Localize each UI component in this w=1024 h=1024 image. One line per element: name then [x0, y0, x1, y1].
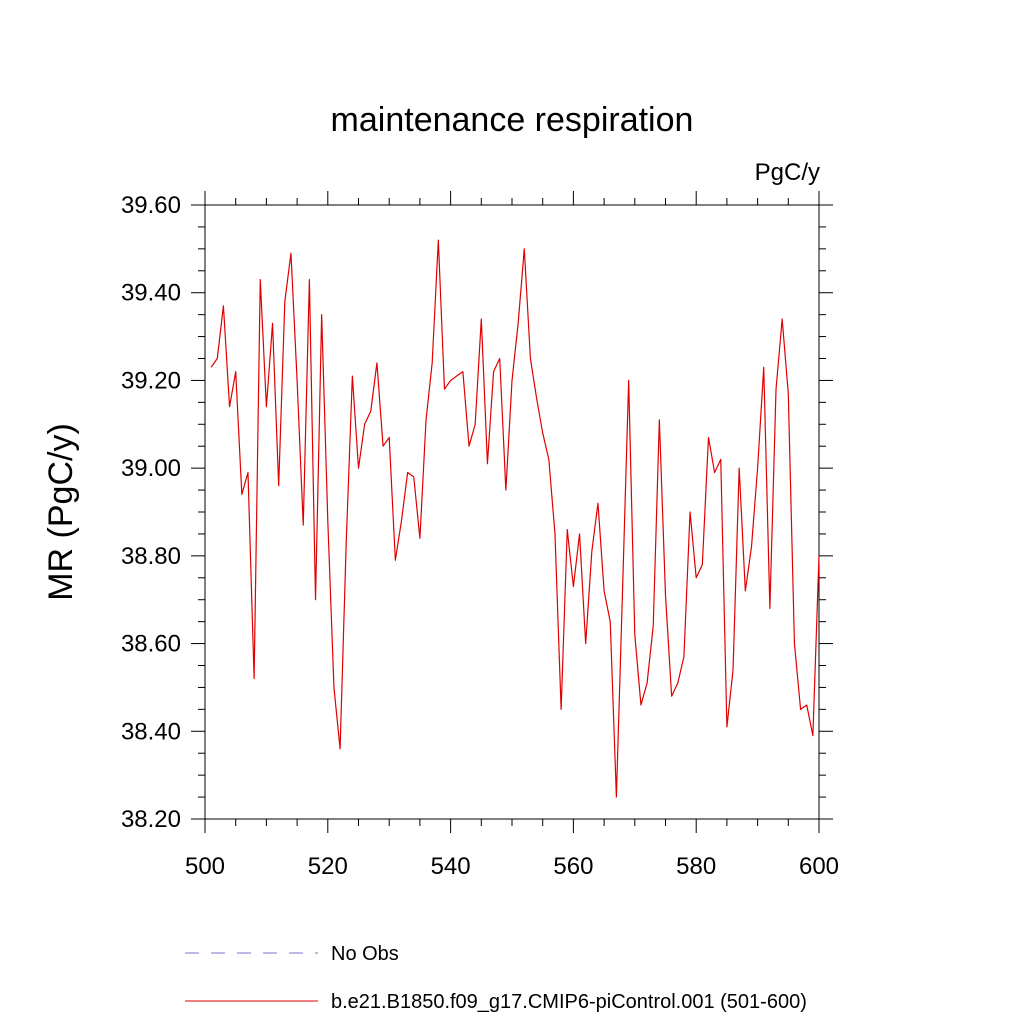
x-tick-label: 580	[676, 853, 716, 880]
legend-label-no-obs: No Obs	[331, 943, 399, 965]
y-axis-label: MR (PgC/y)	[42, 423, 80, 601]
y-tick-label: 38.20	[121, 806, 181, 833]
y-tick-label: 39.60	[121, 192, 181, 219]
x-tick-label: 560	[553, 853, 593, 880]
legend-label-picontrol: b.e21.B1850.f09_g17.CMIP6-piControl.001 …	[331, 991, 807, 1013]
units-label: PgC/y	[755, 159, 820, 186]
series-line-0	[210, 239, 820, 798]
series-layer	[210, 239, 820, 798]
x-tick-label: 500	[185, 853, 225, 880]
x-tick-label: 520	[308, 853, 348, 880]
legend: No Obs b.e21.B1850.f09_g17.CMIP6-piContr…	[185, 943, 807, 1013]
x-tick-label: 540	[431, 853, 471, 880]
x-tick-label: 600	[799, 853, 839, 880]
y-tick-label: 39.20	[121, 367, 181, 394]
axis-ticks: 500 520 540 560 580 600 38.20 38.40 38.60 38.80 39…	[121, 191, 839, 880]
y-tick-label: 38.60	[121, 631, 181, 658]
y-tick-label: 38.80	[121, 543, 181, 570]
chart-title: maintenance respiration	[331, 101, 694, 139]
y-tick-label: 38.40	[121, 718, 181, 745]
y-tick-label: 39.00	[121, 455, 181, 482]
y-tick-label: 39.40	[121, 280, 181, 307]
